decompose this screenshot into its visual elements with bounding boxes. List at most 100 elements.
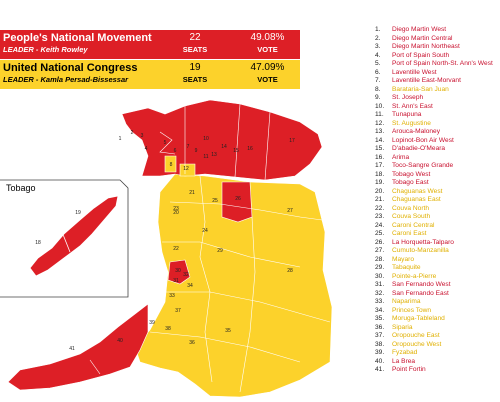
legend-number: 18. <box>375 170 385 178</box>
legend-item: 10. St. Ann's East <box>375 103 500 112</box>
legend-number: 28. <box>375 255 385 263</box>
constituency-number-label: 7 <box>187 144 190 150</box>
constituency-number-label: 21 <box>189 190 195 196</box>
constituency-number-label: 6 <box>174 148 177 154</box>
constituency-number-label: 41 <box>69 346 75 352</box>
legend-number: 3. <box>375 43 381 50</box>
constituency-number-label: 12 <box>183 166 189 172</box>
constituency-number-label: 14 <box>221 144 227 150</box>
legend-name: D'abadie-O'Meara <box>392 145 446 152</box>
legend-name: Couva North <box>392 204 430 212</box>
legend-item: 1. Diego Martin West <box>375 26 500 35</box>
constituency-boundaries <box>89 103 331 393</box>
legend-item: 24. Caroni Central <box>375 222 500 231</box>
legend-name: Barataria-San Juan <box>392 85 449 93</box>
vote-label: VOTE <box>257 45 278 54</box>
constituency-number-label: 22 <box>173 246 179 252</box>
legend-name: Princes Town <box>392 306 432 314</box>
legend-number: 29. <box>375 264 385 271</box>
legend-number: 21. <box>375 196 385 203</box>
constituency-number-label: 17 <box>289 138 295 144</box>
legend-number: 2. <box>375 34 381 42</box>
legend-number: 6. <box>375 68 381 76</box>
constituency-number-label: 38 <box>165 326 171 332</box>
seats-label: SEATS <box>182 75 208 84</box>
party-leader: LEADER - Keith Rowley <box>3 45 88 54</box>
legend-item: 37. Oropouche East <box>375 332 500 341</box>
legend-item: 3. Diego Martin Northeast <box>375 43 500 52</box>
la-horquetta-pnm <box>221 181 253 223</box>
legend-number: 30. <box>375 272 385 280</box>
legend-item: 13. Arouca-Maloney <box>375 128 500 137</box>
st-augustine-unc <box>179 163 196 177</box>
legend-name: San Fernando East <box>392 289 449 297</box>
vote-share: 49.08% <box>250 32 285 43</box>
legend-name: St. Augustine <box>392 119 431 127</box>
legend-item: 5. Port of Spain North-St. Ann's West <box>375 60 500 69</box>
legend-item: 22. Couva North <box>375 205 500 214</box>
legend-name: La Brea <box>392 357 416 365</box>
tobago-island <box>29 195 119 277</box>
legend-name: Laventille East-Morvant <box>392 77 461 84</box>
legend-number: 35. <box>375 315 385 322</box>
legend-item: 34. Princes Town <box>375 307 500 316</box>
legend-number: 31. <box>375 281 385 288</box>
legend-number: 14. <box>375 136 385 144</box>
constituency-number-label: 20 <box>173 210 179 216</box>
constituency-number-label: 26 <box>235 196 241 202</box>
legend-number: 20. <box>375 187 385 195</box>
legend-item: 6. Laventille West <box>375 69 500 78</box>
unc-result-box: United National Congress LEADER - Kamla … <box>0 60 300 89</box>
constituency-number-label: 23 <box>173 206 179 212</box>
legend-name: Arouca-Maloney <box>392 128 441 135</box>
party-name: People's National Movement <box>3 32 152 44</box>
legend-item: 11. Tunapuna <box>375 111 500 120</box>
legend-item: 16. Arima <box>375 154 500 163</box>
legend-number: 36. <box>375 323 385 331</box>
legend-item: 41. Point Fortin <box>375 366 500 375</box>
constituency-number-label: 31 <box>173 278 179 284</box>
legend-name: Caroni Central <box>392 221 435 229</box>
legend-name: Tobago East <box>392 179 429 186</box>
legend-name: San Fernando West <box>392 281 451 288</box>
legend-number: 27. <box>375 247 385 254</box>
legend-name: Oropouche West <box>392 340 442 348</box>
legend-number: 39. <box>375 349 385 356</box>
constituency-number-label: 11 <box>203 154 208 160</box>
legend-name: Lopinot-Bon Air West <box>392 136 454 144</box>
constituency-number-label: 2 <box>131 130 134 136</box>
legend-number: 13. <box>375 128 385 135</box>
legend-name: Pointe-a-Pierre <box>392 272 437 280</box>
legend-number: 40. <box>375 357 385 365</box>
seats-label: SEATS <box>182 45 208 54</box>
legend-item: 14. Lopinot-Bon Air West <box>375 137 500 146</box>
constituency-number-label: 1 <box>119 136 122 142</box>
legend-name: La Horquetta-Talparo <box>392 238 454 246</box>
legend-number: 7. <box>375 77 381 84</box>
party-leader: LEADER - Kamla Persad-Bissessar <box>3 75 129 84</box>
constituency-number-label: 8 <box>170 162 173 168</box>
legend-item: 4. Port of Spain South <box>375 52 500 61</box>
legend-name: Tunapuna <box>392 111 422 118</box>
constituency-number-label: 35 <box>225 328 231 334</box>
legend-name: Toco-Sangre Grande <box>392 162 454 169</box>
legend-number: 9. <box>375 94 381 101</box>
legend-name: Couva South <box>392 213 431 220</box>
legend-item: 19. Tobago East <box>375 179 500 188</box>
seat-count: 22 <box>189 32 201 43</box>
legend-item: 23. Couva South <box>375 213 500 222</box>
legend-item: 18. Tobago West <box>375 171 500 180</box>
legend-item: 8. Barataria-San Juan <box>375 86 500 95</box>
legend-item: 26. La Horquetta-Talparo <box>375 239 500 248</box>
constituency-number-label: 4 <box>145 146 148 152</box>
constituency-number-label: 33 <box>169 293 175 299</box>
constituency-number-label: 29 <box>217 248 223 254</box>
pnm-result-box: People's National Movement LEADER - Keit… <box>0 30 300 59</box>
constituency-legend: 1. Diego Martin West 2. Diego Martin Centra… <box>375 26 500 375</box>
legend-name: Diego Martin West <box>392 26 447 33</box>
constituency-number-label: 27 <box>287 208 293 214</box>
constituency-number-label: 13 <box>211 152 217 158</box>
legend-number: 23. <box>375 213 385 220</box>
legend-number: 17. <box>375 162 385 169</box>
legend-name: Tabaquite <box>392 264 421 271</box>
